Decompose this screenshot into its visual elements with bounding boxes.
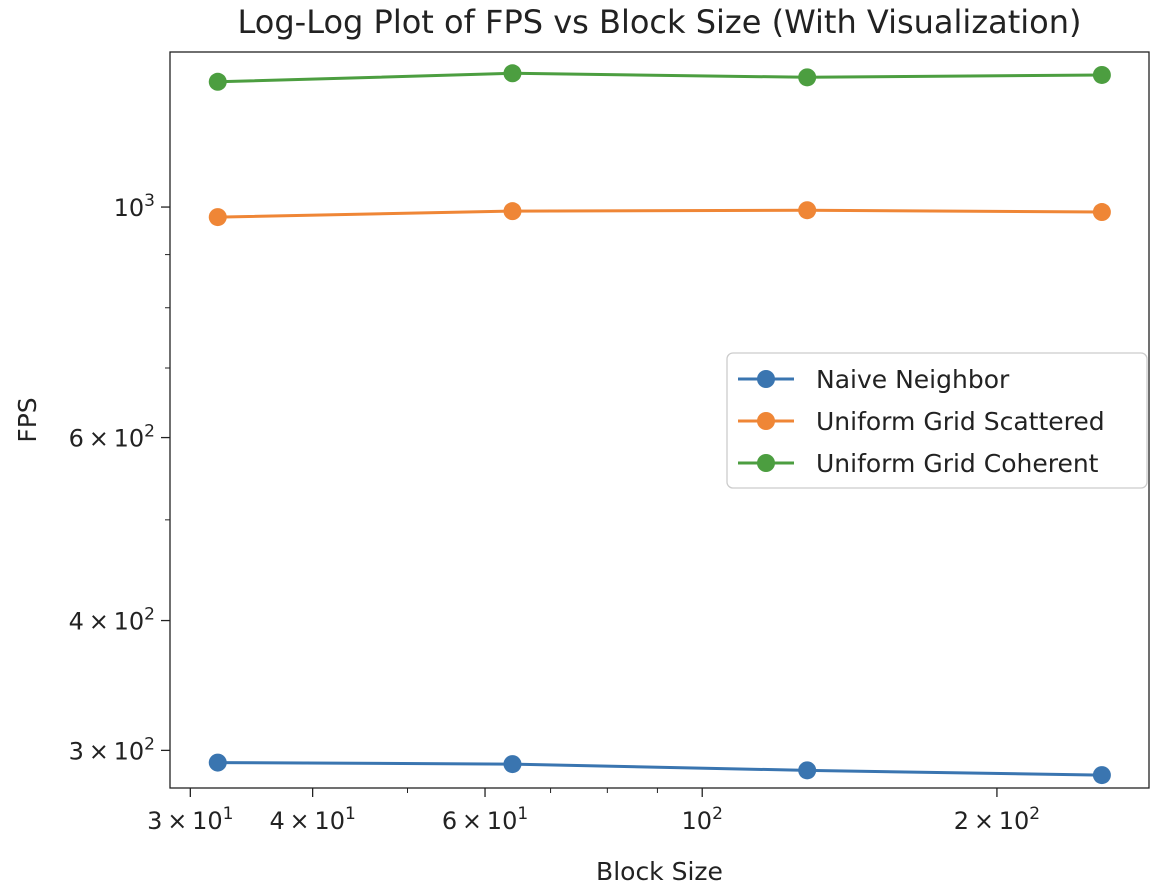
y-axis-label: FPS: [13, 397, 42, 442]
data-point: [208, 753, 227, 772]
legend-item: Uniform Grid Scattered: [738, 407, 1105, 436]
y-tick-label: 4 × 102: [69, 605, 155, 636]
series-3: [208, 64, 1111, 91]
series-2: [208, 201, 1111, 227]
legend-marker: [757, 412, 775, 430]
legend-marker: [757, 370, 775, 388]
plot-layer: [208, 64, 1111, 785]
data-point: [1092, 65, 1111, 84]
x-tick-label: 6 × 101: [442, 804, 528, 835]
plot-frame: [169, 51, 1150, 789]
x-tick-label: 2 × 102: [954, 804, 1040, 835]
x-tick-label: 102: [682, 804, 723, 835]
x-axis-label: Block Size: [596, 857, 723, 886]
legend-box: [726, 352, 1148, 489]
legend: Naive Neighbor Uniform Grid Scattered Unif…: [726, 352, 1148, 489]
series-1: [208, 753, 1111, 785]
y-tick-label: 3 × 102: [69, 734, 155, 765]
data-point: [798, 761, 817, 780]
y-tick-label: 103: [114, 191, 155, 222]
legend-label: Uniform Grid Coherent: [816, 449, 1099, 478]
data-point: [208, 208, 227, 227]
legend-label: Uniform Grid Scattered: [816, 407, 1105, 436]
legend-marker: [757, 454, 775, 472]
x-tick-label: 3 × 101: [147, 804, 233, 835]
series-line: [217, 761, 1102, 777]
data-point: [798, 68, 817, 87]
x-axis: 3 × 101 4 × 101 6 × 101 102 2 × 102: [147, 788, 1040, 835]
data-point: [1092, 203, 1111, 222]
chart-title: Log-Log Plot of FPS vs Block Size (With …: [238, 3, 1082, 41]
data-point: [1092, 766, 1111, 785]
data-point: [208, 72, 227, 91]
data-point: [503, 755, 522, 774]
x-tick-label: 4 × 101: [269, 804, 355, 835]
data-point: [503, 202, 522, 221]
data-point: [798, 201, 817, 220]
series-line: [217, 208, 1102, 219]
legend-item: Naive Neighbor: [738, 365, 1010, 394]
legend-item: Uniform Grid Coherent: [738, 449, 1099, 478]
series-line: [217, 71, 1102, 84]
y-axis: 3 × 102 4 × 102 6 × 102 103: [69, 191, 170, 765]
data-point: [503, 64, 522, 83]
legend-label: Naive Neighbor: [816, 365, 1010, 394]
y-tick-label: 6 × 102: [69, 422, 155, 453]
